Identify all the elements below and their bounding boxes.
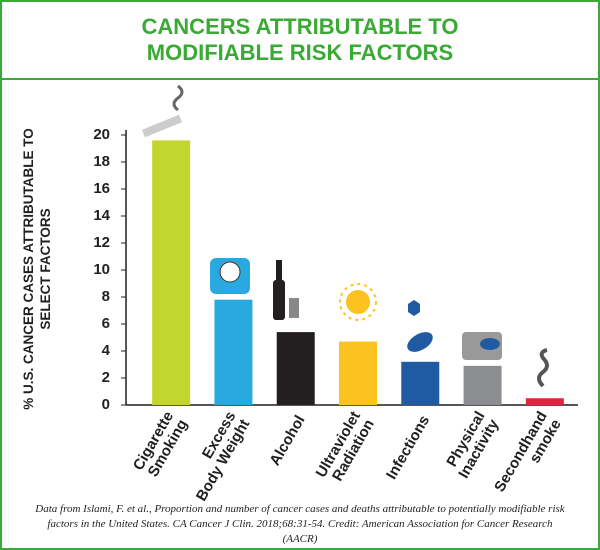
x-tick-label: Infections: [383, 412, 433, 482]
bar: [463, 365, 502, 405]
bar: [152, 140, 191, 405]
y-tick-label: 18: [93, 153, 110, 170]
title-bar: CANCERS ATTRIBUTABLE TO MODIFIABLE RISK …: [2, 2, 598, 80]
bottle-icon: [273, 260, 299, 320]
x-tick-label: UltravioletRadiation: [313, 408, 378, 488]
bar: [276, 332, 315, 405]
chart-title: CANCERS ATTRIBUTABLE TO MODIFIABLE RISK …: [141, 14, 459, 65]
x-tick-label: PhysicalInactivity: [441, 408, 502, 481]
y-tick-label: 20: [93, 126, 110, 143]
source-note: Data from Islami, F. et al., Proportion …: [35, 503, 565, 545]
y-tick-label: 16: [93, 180, 110, 197]
couch-icon: [462, 332, 502, 360]
sun-icon: [339, 283, 377, 321]
bar: [214, 299, 253, 405]
germ-icon: [407, 300, 433, 352]
y-axis-label: % U.S. CANCER CASES ATTRIBUTABLE TO SELE…: [21, 128, 53, 410]
y-tick-label: 10: [93, 261, 110, 278]
y-tick-label: 2: [102, 369, 110, 386]
y-tick-label: 4: [102, 342, 111, 359]
y-tick-label: 12: [93, 234, 110, 251]
y-tick-label: 0: [102, 396, 110, 413]
y-tick-label: 14: [93, 207, 110, 224]
bar: [401, 361, 440, 405]
x-tick-label: Alcohol: [266, 412, 308, 468]
x-tick-label: ExcessBody Weight: [179, 408, 253, 504]
y-tick-label: 6: [102, 315, 110, 332]
y-tick-label: 8: [102, 288, 110, 305]
smoke-icon: [537, 348, 549, 388]
bar: [339, 341, 377, 405]
x-tick-label: CigaretteSmoking: [130, 408, 191, 481]
scale-icon: [210, 258, 250, 294]
cigarette-icon: [141, 84, 184, 138]
x-tick-label: Secondhandsmoke: [491, 408, 565, 502]
bar: [525, 398, 564, 405]
